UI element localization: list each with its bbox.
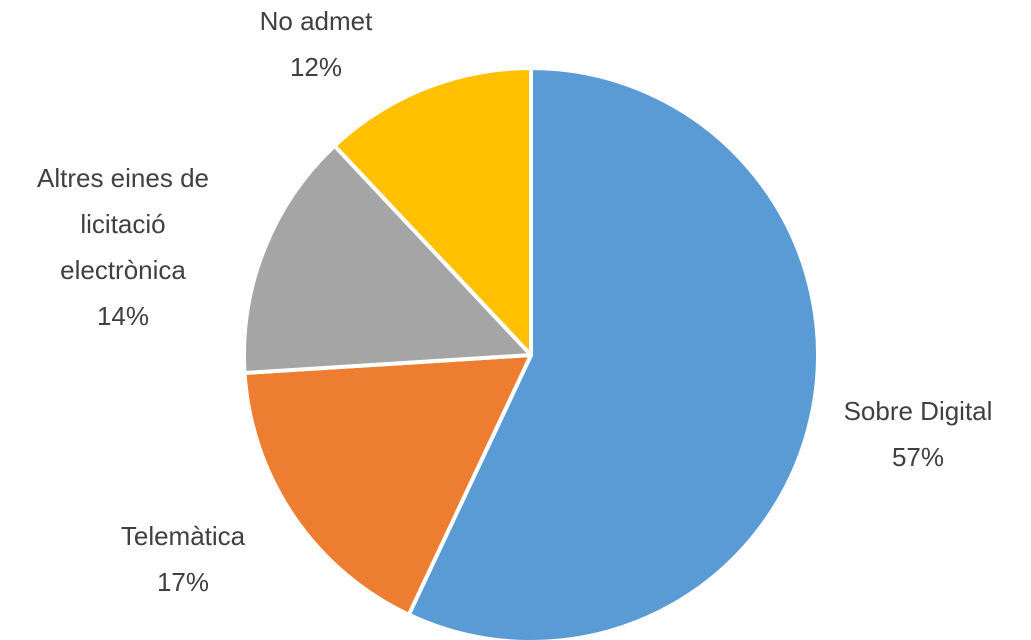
slice-category-label: electrònica — [60, 255, 186, 285]
label-sobre-digital: Sobre Digital 57% — [844, 396, 993, 472]
slice-altres-eines — [242, 143, 533, 376]
slice-category-label: licitació — [80, 209, 165, 239]
label-altres-eines: Altres eines de licitació electrònica 14% — [37, 163, 209, 331]
slice-category-label: No admet — [260, 6, 373, 36]
slice-sobre-digital — [406, 66, 820, 640]
label-telematica: Telemàtica 17% — [121, 521, 246, 597]
slice-category-label: Sobre Digital — [844, 396, 993, 426]
pie-labels: Sobre Digital 57% Telemàtica 17% Altres eine… — [37, 6, 992, 597]
slice-category-label: Altres eines de — [37, 163, 209, 193]
slice-no-admet — [332, 66, 533, 357]
slice-percent-label: 57% — [892, 442, 944, 472]
label-no-admet: No admet 12% — [260, 6, 373, 82]
slice-percent-label: 14% — [97, 301, 149, 331]
pie-slices — [242, 66, 820, 640]
slice-percent-label: 17% — [157, 567, 209, 597]
slice-percent-label: 12% — [290, 52, 342, 82]
slice-category-label: Telemàtica — [121, 521, 246, 551]
slice-telematica — [242, 353, 533, 617]
